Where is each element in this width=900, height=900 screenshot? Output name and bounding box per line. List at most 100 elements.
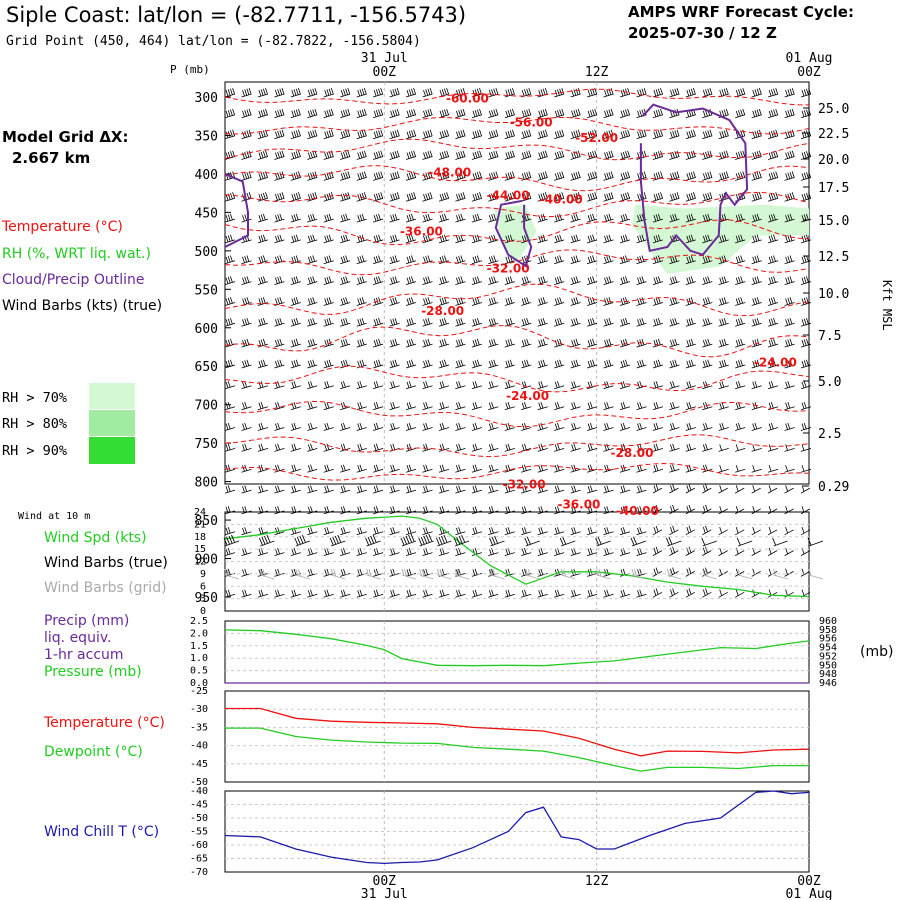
wind-barb xyxy=(422,547,433,556)
wind-barb xyxy=(405,568,417,577)
pressure-tick-label: 450 xyxy=(195,206,218,221)
legend-rh80: RH > 80% xyxy=(2,416,67,432)
wind-barb-true xyxy=(400,533,417,547)
wind-barb xyxy=(471,589,483,598)
wind-barb xyxy=(340,464,351,473)
wind-barb xyxy=(372,506,384,515)
wind-barb xyxy=(340,171,351,181)
wind-barb xyxy=(800,506,811,515)
wind-barb xyxy=(323,317,334,327)
wind-barb xyxy=(652,546,663,556)
wind-barb xyxy=(586,359,598,369)
wind-barb xyxy=(307,485,318,494)
wind-barb xyxy=(669,317,680,327)
wind-barb-grid xyxy=(436,568,452,580)
wind-barb xyxy=(669,276,680,285)
wind-barb xyxy=(554,87,565,98)
wind-barb xyxy=(389,359,400,369)
wind-barb xyxy=(570,317,581,327)
wind-barb xyxy=(669,525,679,536)
wind-barb xyxy=(537,568,548,577)
wind-barb xyxy=(767,444,779,452)
wind-barb xyxy=(504,87,515,98)
wind-barb xyxy=(241,401,252,411)
wind-barb xyxy=(241,297,252,306)
wind-barb xyxy=(636,317,647,327)
wind-barb xyxy=(241,464,252,473)
wind-barb xyxy=(323,485,334,494)
wind-barb xyxy=(455,485,466,494)
wind-barb xyxy=(800,485,811,494)
wind-barb-true xyxy=(736,537,753,547)
wind-barb xyxy=(471,359,483,369)
wind-barb xyxy=(372,171,384,181)
wind-barb xyxy=(685,234,696,244)
wind-barb xyxy=(603,213,614,223)
wind-barb xyxy=(438,297,450,306)
wind-barb xyxy=(471,317,483,327)
wind-barb xyxy=(702,171,713,181)
wind-barb xyxy=(241,171,252,181)
wind-barb xyxy=(767,171,779,181)
wind-barb xyxy=(586,506,598,515)
wind-barb xyxy=(685,567,695,577)
wind-barb xyxy=(471,464,483,473)
wind-barb xyxy=(718,87,729,98)
wind-barb xyxy=(471,506,483,515)
wind-barb xyxy=(586,443,598,452)
wind-barb xyxy=(800,359,812,369)
wind-barb xyxy=(521,401,532,411)
wind-barb xyxy=(405,485,417,494)
wind-barb-grid xyxy=(737,568,753,580)
wind-barb xyxy=(340,485,351,494)
wind-barb xyxy=(619,506,631,515)
wind-barb xyxy=(307,568,318,577)
wind-barb xyxy=(504,338,515,348)
wind-barb xyxy=(554,589,565,598)
wind-barb xyxy=(652,234,664,244)
wind-barb xyxy=(800,150,812,160)
wind-barb xyxy=(356,150,367,160)
wind-barb xyxy=(290,359,301,369)
wind-barb xyxy=(471,381,483,390)
wind-barb xyxy=(652,192,664,202)
wind-barb xyxy=(422,234,433,244)
wind-barb xyxy=(537,381,548,390)
wind-barb xyxy=(455,422,466,431)
wind-barb xyxy=(274,129,285,140)
wind-barb xyxy=(554,422,565,431)
wind-barb xyxy=(554,381,565,390)
wind-barb xyxy=(570,359,581,369)
wind-barb xyxy=(372,192,384,202)
wind-barb xyxy=(504,443,515,452)
wind-barb xyxy=(422,150,433,160)
wind-barb xyxy=(274,276,285,285)
time-axis-top-date: 01 Aug xyxy=(786,51,833,66)
pressure-tick-label: 800 xyxy=(195,476,218,491)
temperature-line xyxy=(225,707,810,757)
wind-barb xyxy=(504,255,515,265)
wind-barb xyxy=(290,171,301,181)
wind-barb xyxy=(257,171,269,181)
wind-barb xyxy=(718,422,729,431)
wind-barb xyxy=(702,588,712,598)
precip-tick-label: 2.0 xyxy=(190,628,208,639)
wind-barb xyxy=(652,381,664,390)
wind-barb xyxy=(323,401,334,411)
legend-temperature-2: Temperature (°C) xyxy=(43,715,165,731)
wind-barb xyxy=(784,338,795,348)
wind-barb xyxy=(521,129,532,140)
wind-barb xyxy=(767,465,779,473)
wind-barb xyxy=(422,129,433,140)
wind-barb xyxy=(389,297,400,306)
time-axis-top-hour: 00Z xyxy=(373,65,397,80)
wind-barb xyxy=(389,485,400,494)
wind-barb xyxy=(521,297,532,306)
wind-barb xyxy=(455,589,466,598)
wind-barb xyxy=(471,108,483,119)
temperature-tick-label: -30 xyxy=(190,704,208,715)
wind-barb xyxy=(488,589,499,598)
height-tick-label: 22.5 xyxy=(818,127,849,142)
wind-barb xyxy=(241,317,252,327)
wind-barb xyxy=(521,317,532,327)
